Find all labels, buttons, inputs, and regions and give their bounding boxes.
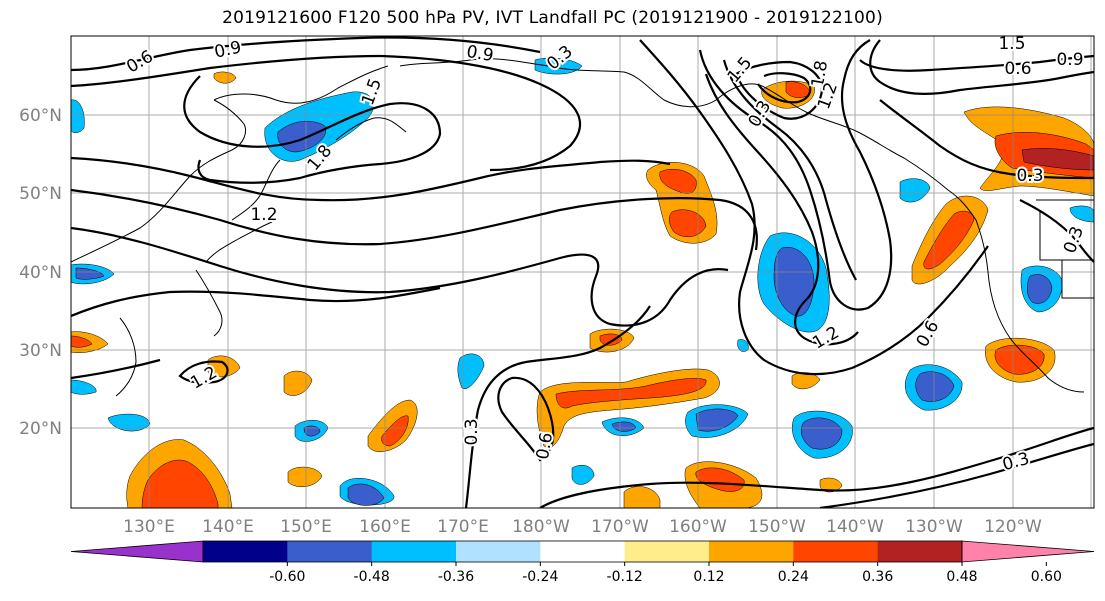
colorbar-tick-label: 0.60 <box>1031 569 1062 585</box>
colorbar-swatch <box>793 541 879 562</box>
shade-neg-strong-region <box>695 408 739 432</box>
colorbar-tick-label: -0.60 <box>269 569 305 585</box>
colorbar-swatch <box>540 541 626 562</box>
lat-label: 40°N <box>19 263 62 283</box>
lon-label: 120°W <box>984 517 1042 537</box>
shade-neg-region <box>571 465 595 485</box>
contour-label: 0.3 <box>462 418 482 445</box>
lat-label: 50°N <box>19 184 62 204</box>
shade-pos-strong-region <box>71 335 93 348</box>
shade-pos-strong-region <box>923 210 975 270</box>
colorbar-extend-low <box>70 540 204 563</box>
lat-label: 60°N <box>19 106 62 126</box>
shade-pos-strong-region <box>994 344 1045 375</box>
shade-neg-region <box>457 353 485 390</box>
colorbar-tick-label: 0.48 <box>946 569 977 585</box>
lon-label: 160°E <box>359 517 411 537</box>
contour-label: 1.5 <box>998 34 1025 54</box>
shade-pos-region <box>283 370 313 396</box>
colorbar-frame <box>202 540 963 563</box>
shade-neg-region <box>71 379 97 395</box>
colorbar-swatch <box>371 541 457 562</box>
colorbar: -0.60 -0.48 -0.36 -0.24 -0.12 0.12 0.24 0.36 0.4… <box>70 540 1095 585</box>
contour-label: 1.2 <box>250 205 277 225</box>
shade-neg-region <box>1069 205 1094 223</box>
shade-pos-strong-region <box>381 415 409 447</box>
lon-label: 160°W <box>669 517 727 537</box>
map-border <box>70 35 1095 509</box>
lon-label: 170°E <box>437 517 489 537</box>
shade-neg-region <box>534 57 583 75</box>
contour-label: 0.6 <box>533 431 557 461</box>
shade-neg-strong-region <box>915 371 955 402</box>
map-panel: 0.6 0.9 0.9 0.3 1.5 1.81.21.50.6 0.91.51.81.21… <box>71 34 1094 508</box>
lon-label: 150°W <box>748 517 806 537</box>
shade-pos-region <box>623 486 661 508</box>
shade-pos-strong-region <box>669 209 707 238</box>
shade-pos-max-region <box>1021 148 1094 171</box>
lon-label: 180°W <box>512 517 570 537</box>
shade-pos-strong-region <box>141 459 219 508</box>
colorbar-swatch <box>456 541 541 562</box>
pc-shading <box>71 57 1094 508</box>
shade-neg-strong-region <box>801 417 843 450</box>
colorbar-swatch <box>709 541 794 562</box>
colorbar-extend-high <box>961 540 1095 563</box>
contour-label: 0.6 <box>1004 59 1031 79</box>
shade-neg-region <box>107 413 151 432</box>
colorbar-tick-label: -0.48 <box>354 569 390 585</box>
lon-label: 150°E <box>280 517 332 537</box>
colorbar-swatch <box>877 541 963 562</box>
shade-pos-strong-region <box>599 333 623 346</box>
lon-label: 130°W <box>905 517 963 537</box>
contour-label: 0.3 <box>1016 166 1043 186</box>
lat-label: 20°N <box>19 419 62 439</box>
lat-label: 30°N <box>19 341 62 361</box>
pv-contours <box>71 36 1094 508</box>
latitude-axis: 60°N 50°N 40°N 30°N 20°N <box>19 106 62 439</box>
colorbar-tick-label: 0.36 <box>862 569 893 585</box>
colorbar-tick-label: -0.36 <box>438 569 474 585</box>
graticule <box>71 36 1094 508</box>
shade-neg-region <box>71 99 85 133</box>
colorbar-swatch <box>624 541 710 562</box>
lon-label: 170°W <box>591 517 649 537</box>
colorbar-swatch <box>287 541 373 562</box>
lon-label: 140°W <box>826 517 884 537</box>
colorbar-tick-label: 0.24 <box>778 569 809 585</box>
contour-label: 0.9 <box>1056 50 1083 70</box>
shade-pos-strong-region <box>555 378 707 409</box>
lon-label: 140°E <box>202 517 254 537</box>
shade-neg-strong-region <box>75 267 105 280</box>
shade-pos-region <box>213 71 237 84</box>
colorbar-tick-label: -0.12 <box>607 569 643 585</box>
coastlines <box>71 58 1094 397</box>
map-title: 2019121600 F120 500 hPa PV, IVT Landfall… <box>222 8 883 28</box>
longitude-axis: 130°E 140°E 150°E 160°E 170°E 180°W 170°… <box>123 517 1042 537</box>
shade-pos-strong-region <box>659 169 697 194</box>
shade-neg-strong-region <box>1027 274 1053 304</box>
colorbar-tick-label: 0.12 <box>693 569 724 585</box>
shade-neg-region <box>899 178 931 203</box>
shade-pos-region <box>287 466 323 488</box>
colorbar-tick-label: -0.24 <box>522 569 558 585</box>
lon-label: 130°E <box>123 517 175 537</box>
shade-neg-strong-region <box>347 483 385 506</box>
colorbar-swatch <box>203 541 288 562</box>
